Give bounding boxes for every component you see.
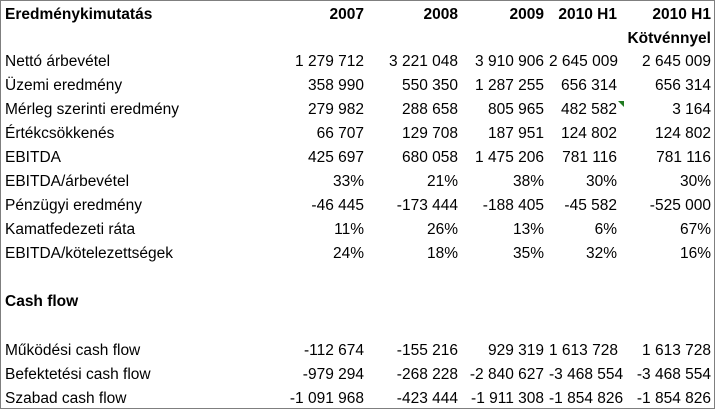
cell-value: 2 645 009 (642, 53, 711, 70)
cell-value: 35% (512, 245, 544, 262)
cell-value: -1 854 826 (636, 390, 711, 407)
column-header-2010-h1-bond: 2010 H1 (652, 6, 711, 23)
row-label: Kamatfedezeti ráta (5, 221, 136, 238)
header-row: Eredménykimutatás 2007 2008 2009 2010 H1… (1, 3, 714, 27)
cell-value: 358 990 (307, 77, 364, 94)
comment-indicator-icon[interactable] (618, 101, 624, 107)
cell-value: -525 000 (649, 197, 711, 214)
cell-value: 32% (585, 245, 617, 262)
cell-value: -1 911 308 (471, 390, 544, 407)
cell-value: 66 707 (316, 125, 364, 142)
cell-value: 425 697 (307, 149, 364, 166)
cell-value: 656 314 (560, 77, 617, 94)
cell-value: 67% (679, 221, 711, 238)
cell-value: 656 314 (654, 77, 711, 94)
cell-value: -3 468 554 (549, 366, 624, 383)
cell-value: 24% (332, 245, 364, 262)
row-label: Szabad cash flow (5, 390, 127, 407)
cell-value: -1 091 968 (289, 390, 364, 407)
cell-value: 550 350 (401, 77, 458, 94)
cell-value: 781 116 (656, 149, 711, 166)
row-label: Befektetési cash flow (5, 366, 151, 383)
table-row: Működési cash flow -112 674 -155 216 929… (1, 339, 714, 363)
cell-value: 187 951 (487, 125, 544, 142)
cell-value: 1 279 712 (295, 53, 364, 70)
cell-value: 16% (679, 245, 711, 262)
cell-value: 33% (332, 173, 364, 190)
cell-value: 6% (594, 221, 617, 238)
cell-value: 38% (512, 173, 544, 190)
table-row: EBITDA 425 697 680 058 1 475 206 781 116… (1, 146, 714, 170)
cell-value: 482 582 (560, 101, 617, 118)
cell-value: 279 982 (307, 101, 364, 118)
row-label: Nettó árbevétel (5, 53, 111, 70)
cell-value: 18% (426, 245, 458, 262)
cell-value: -112 674 (303, 342, 364, 359)
cell-value: -979 294 (302, 366, 364, 383)
table-row: Értékcsökkenés 66 707 129 708 187 951 12… (1, 122, 714, 146)
cell-value: -188 405 (482, 197, 544, 214)
cell-value: 26% (426, 221, 458, 238)
cell-value: 30% (679, 173, 711, 190)
cell-value: -3 468 554 (636, 366, 711, 383)
cell-value: 3 164 (672, 101, 711, 118)
table-row: Befektetési cash flow -979 294 -268 228 … (1, 363, 714, 387)
column-header-2010-h1: 2010 H1 (558, 6, 617, 23)
cell-value: 124 802 (654, 125, 711, 142)
cell-value: -423 444 (396, 390, 458, 407)
row-label: Üzemi eredmény (5, 77, 123, 94)
cell-value: 288 658 (401, 101, 458, 118)
table-row: Szabad cash flow -1 091 968 -423 444 -1 … (1, 387, 714, 411)
column-header-2009: 2009 (509, 6, 544, 23)
cell-value: 680 058 (401, 149, 458, 166)
cell-value: -1 854 826 (549, 390, 624, 407)
cell-value: 2 645 009 (549, 53, 618, 70)
row-label: EBITDA/kötelezettségek (5, 245, 173, 262)
cell-value: -173 444 (396, 197, 458, 214)
table-row: Pénzügyi eredmény -46 445 -173 444 -188 … (1, 194, 714, 218)
cell-value: 3 910 906 (475, 53, 544, 70)
cashflow-title-row: Cash flow (1, 290, 714, 314)
cell-value: -268 228 (396, 366, 458, 383)
cell-value: 805 965 (487, 101, 544, 118)
table-row: Nettó árbevétel 1 279 712 3 221 048 3 91… (1, 50, 714, 74)
cell-value: -45 582 (564, 197, 617, 214)
cell-value: 781 116 (562, 149, 617, 166)
section-title: Cash flow (5, 293, 79, 310)
subheader-row: Kötvénnyel (1, 27, 714, 51)
table-row: EBITDA/árbevétel 33% 21% 38% 30% 30% (1, 170, 714, 194)
cell-value: -2 840 627 (469, 366, 544, 383)
row-label: Mérleg szerinti eredmény (5, 101, 180, 118)
column-header-2007: 2007 (329, 6, 364, 23)
table-row: EBITDA/kötelezettségek 24% 18% 35% 32% 1… (1, 242, 714, 266)
cell-value: 13% (512, 221, 544, 238)
row-label: Működési cash flow (5, 342, 141, 359)
table-row: Kamatfedezeti ráta 11% 26% 13% 6% 67% (1, 218, 714, 242)
cell-value: 1 613 728 (549, 342, 618, 359)
column-subheader-bond: Kötvénnyel (627, 30, 711, 47)
table-row: Mérleg szerinti eredmény 279 982 288 658… (1, 98, 714, 122)
cell-value: 124 802 (560, 125, 617, 142)
row-label: Értékcsökkenés (5, 125, 115, 142)
cell-value: 21% (426, 173, 458, 190)
cell-value: -155 216 (396, 342, 458, 359)
cell-value: 129 708 (401, 125, 458, 142)
cell-value: 1 613 728 (642, 342, 711, 359)
table-title: Eredménykimutatás (5, 6, 153, 23)
row-label: EBITDA (5, 149, 61, 166)
row-label: Pénzügyi eredmény (5, 197, 142, 214)
cell-value: -46 445 (311, 197, 364, 214)
cell-value: 1 475 206 (475, 149, 544, 166)
cell-value: 1 287 255 (475, 77, 544, 94)
cell-value: 30% (585, 173, 617, 190)
cell-value: 3 221 048 (389, 53, 458, 70)
row-label: EBITDA/árbevétel (5, 173, 130, 190)
cell-value: 929 319 (487, 342, 544, 359)
column-header-2008: 2008 (423, 6, 458, 23)
table-row: Üzemi eredmény 358 990 550 350 1 287 255… (1, 74, 714, 98)
cell-value: 11% (334, 221, 364, 238)
